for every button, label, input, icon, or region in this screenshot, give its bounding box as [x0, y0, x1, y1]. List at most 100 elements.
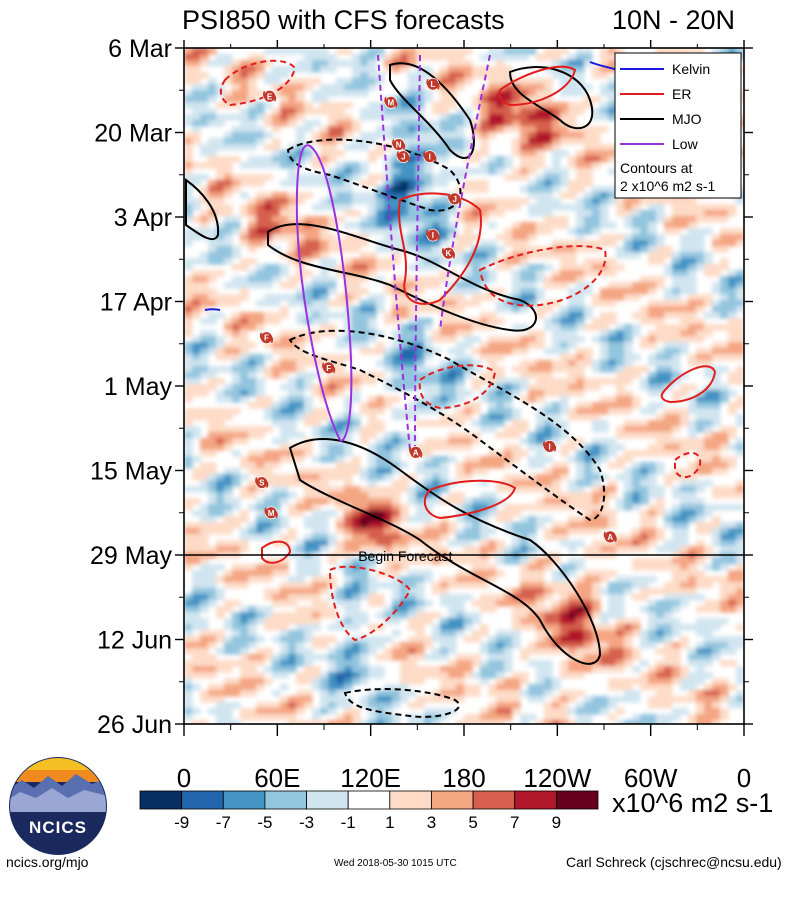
anomaly-cell	[616, 336, 625, 343]
anomaly-cell	[240, 72, 249, 79]
anomaly-cell	[344, 102, 353, 109]
anomaly-cell	[376, 108, 385, 115]
anomaly-cell	[480, 246, 489, 253]
anomaly-cell	[576, 198, 585, 205]
anomaly-cell	[384, 234, 393, 241]
anomaly-cell	[320, 48, 329, 55]
anomaly-cell	[464, 594, 473, 601]
anomaly-cell	[584, 444, 593, 451]
anomaly-cell	[632, 420, 641, 427]
anomaly-cell	[592, 480, 601, 487]
anomaly-cell	[472, 96, 481, 103]
anomaly-cell	[192, 390, 201, 397]
anomaly-cell	[248, 174, 257, 181]
anomaly-cell	[584, 414, 593, 421]
anomaly-cell	[504, 588, 513, 595]
anomaly-cell	[512, 174, 521, 181]
anomaly-cell	[432, 276, 441, 283]
anomaly-cell	[320, 90, 329, 97]
anomaly-cell	[208, 510, 217, 517]
anomaly-cell	[184, 240, 193, 247]
anomaly-cell	[720, 288, 729, 295]
anomaly-cell	[560, 246, 569, 253]
anomaly-cell	[448, 390, 457, 397]
anomaly-cell	[520, 360, 529, 367]
anomaly-cell	[488, 426, 497, 433]
anomaly-cell	[208, 120, 217, 127]
anomaly-cell	[688, 570, 697, 577]
anomaly-cell	[320, 180, 329, 187]
anomaly-cell	[200, 228, 209, 235]
anomaly-cell	[488, 498, 497, 505]
anomaly-cell	[712, 240, 721, 247]
anomaly-cell	[696, 480, 705, 487]
anomaly-cell	[680, 546, 689, 553]
anomaly-cell	[592, 204, 601, 211]
anomaly-cell	[200, 462, 209, 469]
anomaly-cell	[216, 60, 225, 67]
anomaly-cell	[672, 258, 681, 265]
anomaly-cell	[352, 174, 361, 181]
anomaly-cell	[720, 636, 729, 643]
anomaly-cell	[200, 414, 209, 421]
anomaly-cell	[312, 48, 321, 55]
anomaly-cell	[728, 300, 737, 307]
anomaly-cell	[536, 456, 545, 463]
anomaly-cell	[408, 240, 417, 247]
anomaly-cell	[296, 468, 305, 475]
anomaly-cell	[232, 180, 241, 187]
anomaly-cell	[552, 420, 561, 427]
anomaly-cell	[656, 498, 665, 505]
anomaly-cell	[592, 66, 601, 73]
anomaly-cell	[416, 396, 425, 403]
anomaly-cell	[416, 114, 425, 121]
anomaly-cell	[512, 390, 521, 397]
anomaly-cell	[312, 276, 321, 283]
anomaly-cell	[736, 318, 744, 325]
anomaly-cell	[616, 198, 625, 205]
anomaly-cell	[552, 126, 561, 133]
anomaly-cell	[664, 264, 673, 271]
anomaly-cell	[712, 492, 721, 499]
anomaly-cell	[240, 78, 249, 85]
anomaly-cell	[680, 570, 689, 577]
anomaly-cell	[504, 126, 513, 133]
anomaly-cell	[416, 594, 425, 601]
anomaly-cell	[528, 558, 537, 565]
anomaly-cell	[376, 264, 385, 271]
anomaly-cell	[664, 294, 673, 301]
anomaly-cell	[384, 438, 393, 445]
anomaly-cell	[736, 198, 744, 205]
anomaly-cell	[272, 462, 281, 469]
anomaly-cell	[456, 468, 465, 475]
anomaly-cell	[496, 264, 505, 271]
anomaly-cell	[648, 510, 657, 517]
anomaly-cell	[520, 426, 529, 433]
anomaly-cell	[312, 156, 321, 163]
anomaly-cell	[504, 408, 513, 415]
anomaly-cell	[656, 588, 665, 595]
anomaly-cell	[672, 486, 681, 493]
anomaly-cell	[632, 330, 641, 337]
anomaly-cell	[376, 546, 385, 553]
anomaly-cell	[280, 336, 289, 343]
anomaly-cell	[408, 180, 417, 187]
anomaly-cell	[568, 78, 577, 85]
anomaly-cell	[432, 558, 441, 565]
anomaly-cell	[256, 510, 265, 517]
anomaly-cell	[264, 372, 273, 379]
anomaly-cell	[704, 606, 713, 613]
anomaly-cell	[712, 204, 721, 211]
anomaly-cell	[464, 612, 473, 619]
anomaly-cell	[224, 168, 233, 175]
anomaly-cell	[200, 366, 209, 373]
anomaly-cell	[432, 384, 441, 391]
anomaly-cell	[536, 150, 545, 157]
anomaly-cell	[432, 174, 441, 181]
anomaly-cell	[408, 372, 417, 379]
anomaly-cell	[528, 186, 537, 193]
anomaly-cell	[416, 558, 425, 565]
anomaly-cell	[720, 234, 729, 241]
anomaly-cell	[592, 444, 601, 451]
